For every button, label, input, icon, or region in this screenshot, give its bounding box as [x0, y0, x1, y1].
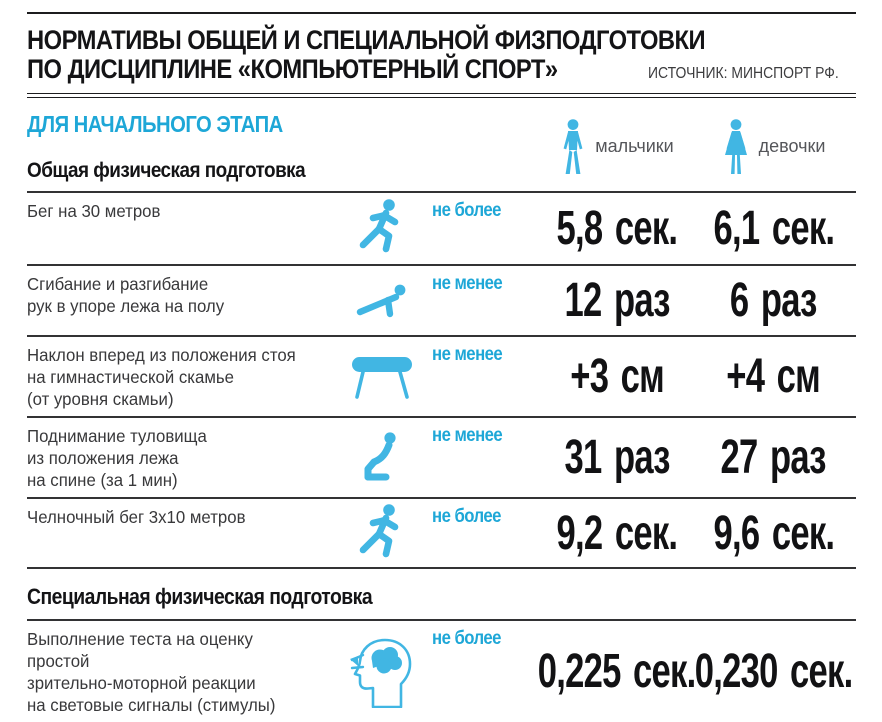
page-title-line1: НОРМАТИВЫ ОБЩЕЙ И СПЕЦИАЛЬНОЙ ФИЗПОДГОТО…: [27, 25, 706, 55]
table-row-shuttle-run: Челночный бег 3х10 метров не более 9,2 с…: [27, 499, 856, 570]
exercise-label: Бег на 30 метров: [27, 200, 161, 221]
section2-title: Специальная физическая подготовка: [27, 584, 373, 610]
title-divider: [27, 92, 856, 98]
girls-value: 27 раз: [720, 430, 827, 484]
condition-label: не более: [432, 506, 501, 528]
gym-bench-icon: [332, 337, 432, 416]
exercise-label: Сгибание и разгибание рук в упоре лежа н…: [27, 273, 225, 316]
condition-label: не более: [432, 199, 501, 221]
boys-value: 31 раз: [564, 430, 670, 484]
girls-value: 0,230 сек.: [694, 645, 854, 699]
condition-label: не более: [432, 628, 501, 650]
boys-column-header: мальчики: [542, 111, 692, 183]
condition-label: не менее: [432, 272, 503, 294]
infographic-page: НОРМАТИВЫ ОБЩЕЙ И СПЕЦИАЛЬНОЙ ФИЗПОДГОТО…: [0, 12, 882, 722]
source-note: ИСТОЧНИК: МИНСПОРТ РФ.: [647, 64, 839, 82]
girls-value: +4 см: [726, 349, 822, 403]
boys-label: мальчики: [595, 136, 674, 157]
page-title-line2: ПО ДИСЦИПЛИНЕ «КОМПЬЮТЕРНЫЙ СПОРТ»: [27, 53, 558, 84]
section2-divider: [27, 619, 856, 622]
boys-value: 9,2 сек.: [556, 506, 679, 560]
girls-value: 6 раз: [730, 273, 817, 327]
girls-column-header: девочки: [692, 111, 855, 183]
runner-icon: [332, 499, 432, 567]
general-fitness-table: Бег на 30 метров не более 5,8 сек. 6,1 с…: [27, 190, 856, 570]
stage-label: ДЛЯ НАЧАЛЬНОГО ЭТАПА: [27, 110, 283, 137]
boys-value: 12 раз: [564, 273, 670, 327]
section-header: ДЛЯ НАЧАЛЬНОГО ЭТАПА Общая физическая по…: [27, 111, 856, 183]
boys-value: 0,225 сек.: [538, 645, 697, 699]
table-row-reaction-test: Выполнение теста на оценку простой зрите…: [27, 621, 856, 722]
table-row-forward-bend: Наклон вперед из положения стоя на гимна…: [27, 337, 856, 418]
pushup-icon: [332, 266, 432, 335]
exercise-label: Поднимание туловища из положения лежа на…: [27, 425, 207, 490]
exercise-label: Наклон вперед из положения стоя на гимна…: [27, 344, 296, 409]
top-rule: [27, 12, 856, 14]
female-icon: [722, 118, 750, 175]
girls-value: 9,6 сек.: [713, 506, 835, 560]
exercise-label: Челночный бег 3х10 метров: [27, 507, 246, 528]
runner-icon: [332, 193, 432, 264]
girls-value: 6,1 сек.: [713, 201, 835, 255]
boys-value: +3 см: [570, 349, 665, 403]
boys-value: 5,8 сек.: [556, 201, 679, 255]
exercise-label: Выполнение теста на оценку простой зрите…: [27, 629, 276, 716]
condition-label: не менее: [432, 343, 503, 365]
girls-label: девочки: [758, 136, 826, 157]
table-row-situps: Поднимание туловища из положения лежа на…: [27, 418, 856, 500]
male-icon: [560, 118, 586, 175]
header: НОРМАТИВЫ ОБЩЕЙ И СПЕЦИАЛЬНОЙ ФИЗПОДГОТО…: [27, 26, 856, 84]
head-brain-icon: [332, 621, 432, 722]
table-row-run-30m: Бег на 30 метров не более 5,8 сек. 6,1 с…: [27, 193, 856, 266]
situp-icon: [332, 418, 432, 497]
table-row-pushups: Сгибание и разгибание рук в упоре лежа н…: [27, 266, 856, 337]
section1-title: Общая физическая подготовка: [27, 157, 306, 182]
special-fitness-table: Выполнение теста на оценку простой зрите…: [27, 621, 856, 722]
condition-label: не менее: [432, 424, 503, 446]
